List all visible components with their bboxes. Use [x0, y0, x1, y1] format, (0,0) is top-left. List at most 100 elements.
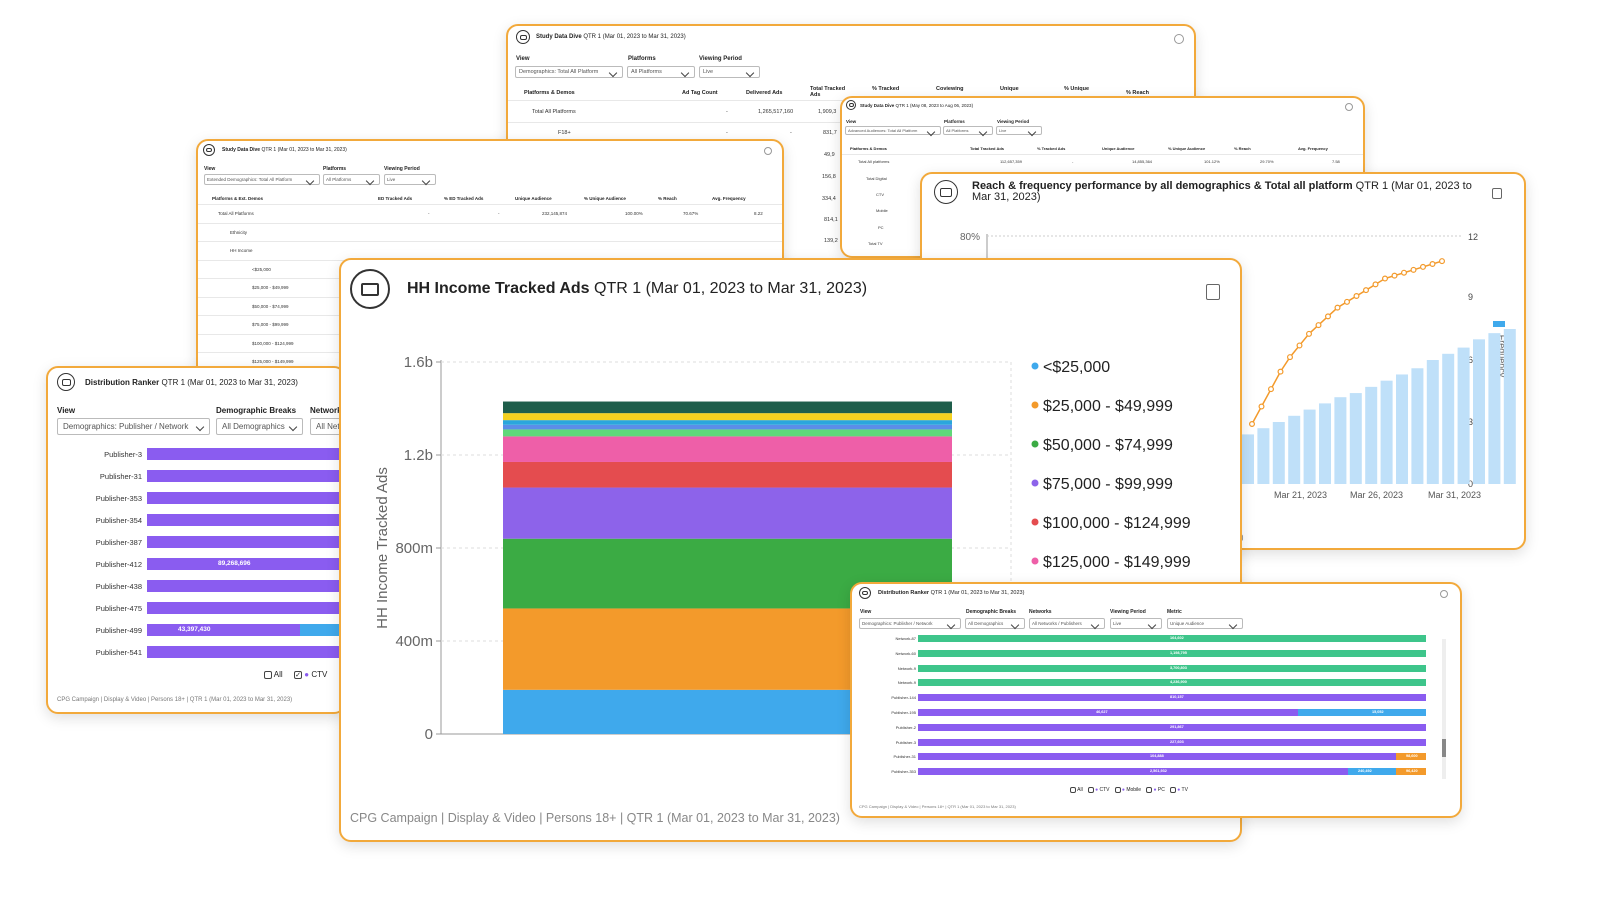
legend-item[interactable]: $50,000 - $74,999: [1043, 437, 1173, 454]
reach-point[interactable]: [1363, 287, 1370, 294]
col-header[interactable]: Coviewing: [936, 86, 964, 92]
publisher-bar[interactable]: [147, 602, 344, 614]
bar-segment[interactable]: [1396, 753, 1426, 761]
bar-segment[interactable]: [918, 723, 1426, 731]
settings-icon[interactable]: [764, 147, 772, 155]
bar-segment[interactable]: [918, 635, 1426, 642]
reach-point[interactable]: [1315, 322, 1322, 329]
row-label[interactable]: Total All Platforms: [532, 109, 576, 115]
period-dropdown[interactable]: Live: [699, 66, 760, 78]
col-header[interactable]: Avg. Frequency: [712, 196, 746, 201]
publisher-bar[interactable]: [147, 580, 344, 592]
col-header[interactable]: % Tracked: [872, 86, 900, 92]
col-header[interactable]: Unique Audience: [1102, 146, 1135, 151]
legend-item[interactable]: $75,000 - $99,999: [1043, 476, 1173, 493]
publisher-bar[interactable]: [147, 646, 344, 658]
platforms-dropdown[interactable]: All Platforms: [323, 174, 380, 185]
bar-segment[interactable]: [1396, 768, 1426, 776]
settings-icon[interactable]: [1345, 103, 1353, 111]
reach-point[interactable]: [1420, 263, 1427, 270]
view-dropdown[interactable]: Demographics: Publisher / Network: [57, 418, 210, 435]
frequency-bar[interactable]: [1503, 329, 1516, 484]
stacked-bar-segment[interactable]: [503, 429, 952, 437]
row-label[interactable]: Total TV: [868, 241, 883, 246]
legend-item[interactable]: $125,000 - $149,999: [1043, 554, 1191, 571]
frequency-bar[interactable]: [1380, 380, 1393, 484]
bar-segment[interactable]: [918, 694, 1426, 702]
col-header[interactable]: % Reach: [1234, 146, 1251, 151]
frequency-bar[interactable]: [1272, 422, 1285, 484]
col-header[interactable]: % Reach: [1126, 90, 1149, 96]
row-label[interactable]: PC: [878, 225, 884, 230]
reach-point[interactable]: [1353, 292, 1360, 299]
frequency-bar[interactable]: [1257, 428, 1270, 484]
networks-dropdown[interactable]: All Networks / Publishers: [1029, 618, 1105, 629]
col-header[interactable]: % Reach: [658, 196, 677, 201]
reach-point[interactable]: [1344, 298, 1351, 305]
col-header[interactable]: Platforms & Demos: [850, 146, 887, 151]
bar-segment[interactable]: [1348, 768, 1396, 776]
row-label[interactable]: Total All platforms: [858, 159, 890, 164]
row-label[interactable]: Ethnicity: [230, 230, 248, 235]
reach-point[interactable]: [1296, 342, 1303, 349]
publisher-bar-ctv-segment[interactable]: [300, 624, 344, 636]
checkbox-mobile[interactable]: ● Mobile: [1114, 787, 1141, 793]
reach-point[interactable]: [1401, 269, 1408, 276]
row-label[interactable]: <$25,000: [252, 267, 271, 272]
settings-icon[interactable]: [1440, 590, 1448, 598]
settings-icon[interactable]: [1174, 34, 1184, 44]
col-header[interactable]: Avg. Frequency: [1298, 146, 1328, 151]
col-header[interactable]: Unique Audience: [515, 196, 552, 201]
frequency-bar[interactable]: [1473, 339, 1485, 484]
row-label[interactable]: $75,000 - $99,999: [252, 322, 289, 327]
col-header[interactable]: Total Tracked Ads: [810, 86, 846, 98]
frequency-bar[interactable]: [1242, 434, 1254, 484]
demo-dropdown[interactable]: All Demographics: [965, 618, 1025, 629]
scrollbar-thumb[interactable]: [1442, 739, 1446, 757]
reach-point[interactable]: [1268, 386, 1275, 393]
row-label[interactable]: $125,000 - $149,999: [252, 359, 294, 364]
publisher-bar[interactable]: [147, 536, 344, 548]
col-header[interactable]: Ad Tag Count: [682, 90, 718, 96]
frequency-bar[interactable]: [1365, 386, 1378, 484]
frequency-bar[interactable]: [1288, 415, 1301, 484]
checkbox-all[interactable]: All: [264, 670, 283, 679]
publisher-bar[interactable]: [147, 448, 344, 460]
checkbox-tv[interactable]: ● TV: [1169, 787, 1188, 793]
publisher-bar[interactable]: [147, 492, 344, 504]
frequency-bar[interactable]: [1396, 374, 1408, 484]
bar-segment[interactable]: [918, 768, 1348, 776]
col-header[interactable]: Platforms & Demos: [524, 90, 575, 96]
bar-segment[interactable]: [918, 709, 1298, 716]
demo-dropdown[interactable]: All Demographics: [216, 418, 303, 435]
col-header[interactable]: Total Tracked Ads: [970, 146, 1005, 151]
download-icon[interactable]: [1492, 188, 1502, 199]
stacked-bar-segment[interactable]: [503, 436, 952, 462]
frequency-bar[interactable]: [1488, 333, 1501, 484]
row-label[interactable]: $100,000 - $124,999: [252, 341, 294, 346]
stacked-bar-segment[interactable]: [503, 424, 952, 430]
reach-point[interactable]: [1438, 258, 1445, 265]
reach-point[interactable]: [1306, 330, 1313, 337]
stacked-bar-segment[interactable]: [503, 487, 952, 539]
metric-dropdown[interactable]: Unique Audience: [1167, 618, 1243, 629]
bar-segment[interactable]: [918, 738, 1426, 746]
reach-point[interactable]: [1258, 403, 1265, 410]
reach-point[interactable]: [1249, 421, 1256, 428]
legend-item[interactable]: $100,000 - $124,999: [1043, 515, 1191, 532]
row-label[interactable]: F18+: [558, 130, 571, 136]
reach-point[interactable]: [1410, 266, 1417, 273]
reach-point[interactable]: [1372, 281, 1379, 288]
publisher-bar[interactable]: [147, 624, 344, 636]
reach-point[interactable]: [1391, 272, 1398, 279]
view-dropdown[interactable]: Advanced Audiences: Total All Platform: [845, 126, 941, 135]
checkbox-ctv[interactable]: ✓ ● CTV: [294, 670, 328, 679]
row-label[interactable]: $50,000 - $74,999: [252, 304, 289, 309]
frequency-bar[interactable]: [1349, 393, 1362, 484]
frequency-bar[interactable]: [1411, 368, 1424, 484]
bar-segment[interactable]: [918, 664, 1426, 672]
platforms-dropdown[interactable]: All Platforms: [627, 66, 695, 78]
col-header[interactable]: % Tracked Ads: [1037, 146, 1066, 151]
view-dropdown[interactable]: Extended Demographics: Total All Platfor…: [204, 174, 320, 185]
bar-segment[interactable]: [918, 679, 1426, 687]
